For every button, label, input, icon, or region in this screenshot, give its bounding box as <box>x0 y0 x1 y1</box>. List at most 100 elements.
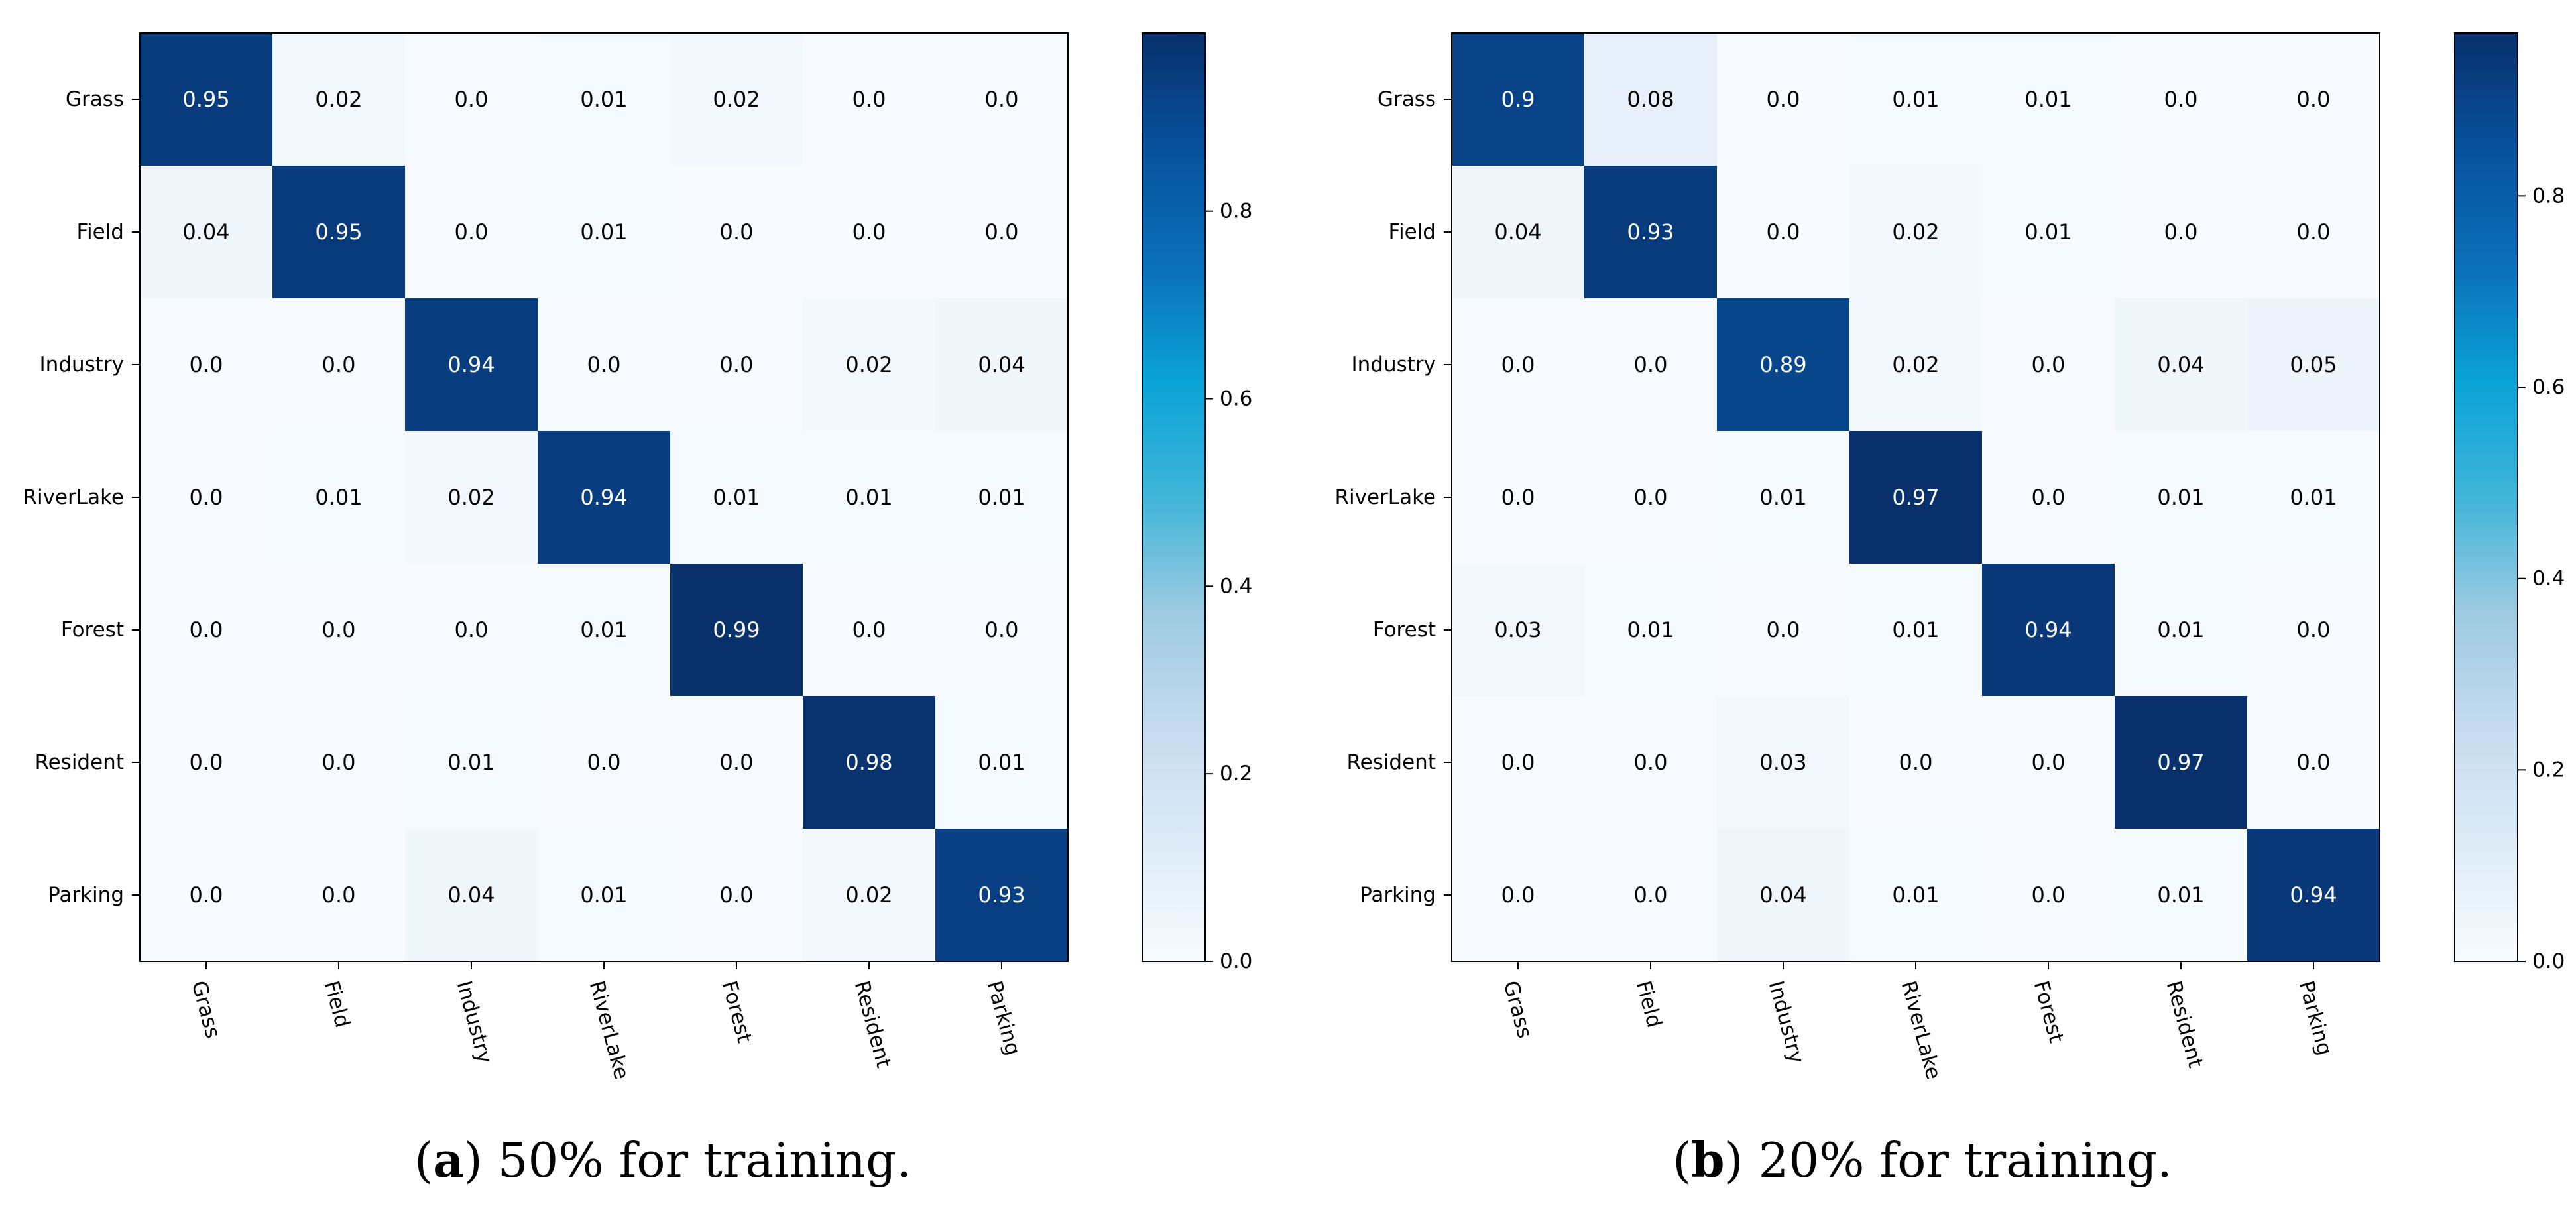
cell-parking-forest <box>670 829 803 961</box>
panel-caption: (a) 50% for training. <box>414 1132 911 1188</box>
cell-field-riverlake <box>1849 166 1982 298</box>
cell-value-label: 0.94 <box>580 485 627 510</box>
cell-value-label: 0.0 <box>322 352 356 377</box>
cell-value-label: 0.0 <box>455 219 489 245</box>
cell-industry-grass <box>140 298 272 431</box>
cell-value-label: 0.01 <box>2157 617 2204 642</box>
cell-value-label: 0.0 <box>1501 750 1535 775</box>
cell-value-label: 0.0 <box>2032 750 2066 775</box>
cell-value-label: 0.0 <box>720 882 754 908</box>
y-tick-label: Parking <box>48 883 124 907</box>
x-tick-label: Industry <box>1764 978 1809 1065</box>
cell-value-label: 0.97 <box>1892 485 1939 510</box>
cell-industry-parking <box>2247 298 2380 431</box>
cell-riverlake-industry <box>405 431 538 564</box>
cell-forest-field <box>1584 564 1717 696</box>
cell-parking-field <box>272 829 405 961</box>
cell-forest-forest <box>1982 564 2115 696</box>
cell-value-label: 0.05 <box>2290 352 2337 377</box>
cell-riverlake-resident <box>803 431 935 564</box>
cell-grass-resident <box>2115 33 2247 166</box>
colorbar-frame <box>2454 32 2518 962</box>
cell-forest-resident <box>803 564 935 696</box>
cell-value-label: 0.04 <box>1759 882 1806 908</box>
x-tick-label: Parking <box>982 978 1025 1057</box>
caption-label: b <box>1691 1132 1724 1188</box>
cell-resident-forest <box>1982 696 2115 829</box>
cell-value-label: 0.03 <box>1759 750 1806 775</box>
colorbar-frame <box>1142 32 1206 962</box>
cell-grass-grass <box>140 33 272 166</box>
cell-grass-forest <box>670 33 803 166</box>
cell-industry-parking <box>935 298 1068 431</box>
colorbar-tick-label: 0.6 <box>2532 375 2565 399</box>
y-tick-label: RiverLake <box>1334 485 1436 509</box>
cell-value-label: 0.0 <box>2297 219 2331 245</box>
cell-grass-field <box>272 33 405 166</box>
y-tick-label: Resident <box>1346 751 1436 774</box>
x-tick-label: RiverLake <box>585 978 634 1082</box>
confusion-matrix-b: 0.9 0.08 0.0 0.01 0.01 0.0 0.00.04 0.93 0.0 0.02 0… <box>1334 32 2565 1188</box>
cell-value-label: 0.93 <box>1627 219 1674 245</box>
cell-value-label: 0.02 <box>845 882 892 908</box>
y-tick-label: Industry <box>39 353 124 377</box>
cell-resident-industry <box>405 696 538 829</box>
cell-parking-resident <box>2115 829 2247 961</box>
x-tick-label: RiverLake <box>1897 978 1946 1082</box>
cell-value-label: 0.01 <box>978 485 1025 510</box>
cell-parking-field <box>1584 829 1717 961</box>
cell-riverlake-forest <box>1982 431 2115 564</box>
cell-value-label: 0.94 <box>447 352 495 377</box>
cell-value-label: 0.0 <box>2297 87 2331 112</box>
cell-value-label: 0.01 <box>713 485 760 510</box>
cell-field-parking <box>935 166 1068 298</box>
cell-value-label: 0.95 <box>315 219 362 245</box>
cell-value-label: 0.0 <box>2032 352 2066 377</box>
cell-value-label: 0.01 <box>580 617 627 642</box>
y-tick-label: Grass <box>66 88 124 111</box>
cell-value-label: 0.01 <box>1759 485 1806 510</box>
cell-industry-resident <box>803 298 935 431</box>
cell-value-label: 0.0 <box>985 87 1019 112</box>
cell-value-label: 0.0 <box>190 485 223 510</box>
cell-value-label: 0.08 <box>1627 87 1674 112</box>
cell-value-label: 0.01 <box>580 882 627 908</box>
cell-value-label: 0.0 <box>1634 882 1668 908</box>
y-tick-label: Resident <box>34 751 124 774</box>
cell-resident-riverlake <box>538 696 670 829</box>
cell-value-label: 0.04 <box>1494 219 1541 245</box>
cell-forest-riverlake <box>538 564 670 696</box>
cell-forest-field <box>272 564 405 696</box>
cell-grass-parking <box>935 33 1068 166</box>
cell-value-label: 0.93 <box>978 882 1025 908</box>
cell-value-label: 0.02 <box>315 87 362 112</box>
cell-forest-grass <box>140 564 272 696</box>
cell-value-label: 0.02 <box>845 352 892 377</box>
cell-resident-industry <box>1717 696 1849 829</box>
cell-value-label: 0.03 <box>1494 617 1541 642</box>
cell-industry-forest <box>670 298 803 431</box>
cell-value-label: 0.95 <box>182 87 229 112</box>
cell-value-label: 0.0 <box>1634 750 1668 775</box>
cell-field-field <box>272 166 405 298</box>
cell-value-label: 0.0 <box>190 617 223 642</box>
cell-field-grass <box>1452 166 1584 298</box>
cell-value-label: 0.94 <box>2024 617 2072 642</box>
cell-value-label: 0.0 <box>2164 87 2198 112</box>
cell-value-label: 0.01 <box>2024 219 2072 245</box>
cell-riverlake-field <box>1584 431 1717 564</box>
x-tick-label: Field <box>320 978 355 1030</box>
cell-value-label: 0.02 <box>1892 352 1939 377</box>
cell-parking-riverlake <box>538 829 670 961</box>
cell-value-label: 0.01 <box>1627 617 1674 642</box>
cell-value-label: 0.0 <box>190 352 223 377</box>
caption-label: a <box>433 1132 464 1188</box>
y-tick-label: RiverLake <box>23 485 124 509</box>
colorbar-tick-label: 0.0 <box>2532 949 2565 973</box>
cell-resident-parking <box>2247 696 2380 829</box>
cell-value-label: 0.0 <box>2032 882 2066 908</box>
cell-parking-resident <box>803 829 935 961</box>
colorbar-tick-label: 0.2 <box>1220 762 1252 786</box>
cell-value-label: 0.0 <box>1634 352 1668 377</box>
